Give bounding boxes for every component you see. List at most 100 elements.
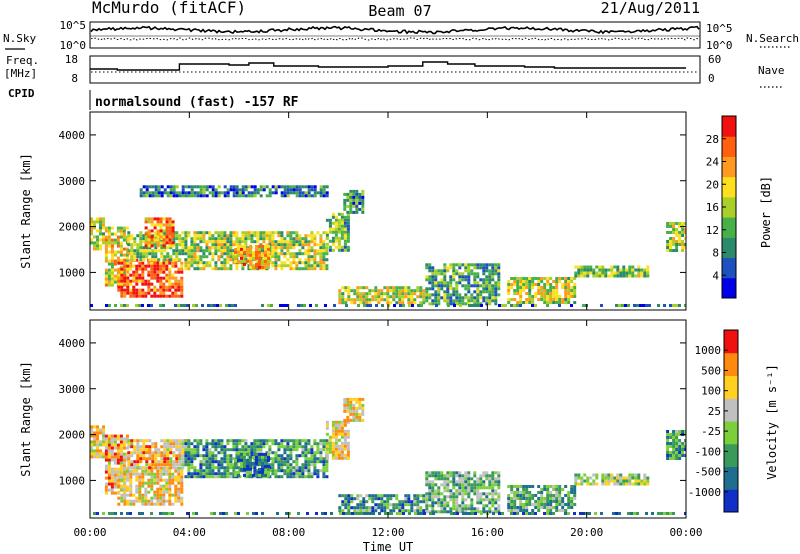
- power-cell-5: [310, 255, 314, 259]
- velocity-cell-2: [150, 469, 154, 473]
- power-cell-near: [231, 304, 234, 307]
- velocity-cell-near: [246, 512, 249, 515]
- velocity-cell-6: [331, 444, 335, 448]
- velocity-cell-near: [633, 512, 636, 515]
- power-cell-5: [214, 267, 218, 271]
- velocity-cell-1: [107, 455, 111, 459]
- velocity-cell-1: [116, 434, 120, 438]
- velocity-cell-4: [310, 451, 314, 455]
- power-cell-2: [150, 294, 154, 298]
- power-cell-10: [455, 290, 459, 294]
- velocity-cell-1: [107, 446, 111, 450]
- power-cell-3: [145, 252, 149, 256]
- power-cell-0: [102, 223, 105, 227]
- velocity-cell-12: [684, 442, 686, 445]
- power-cell-5: [235, 255, 239, 259]
- velocity-cell-4: [322, 469, 326, 473]
- velocity-cell-9: [494, 498, 498, 502]
- velocity-cell-1: [104, 452, 108, 456]
- power-cell-3: [175, 234, 179, 238]
- power-cell-10: [470, 296, 474, 300]
- velocity-cell-9: [461, 492, 465, 496]
- power-cell-5: [226, 246, 230, 250]
- velocity-cell-11: [604, 479, 608, 483]
- power-cell-10: [437, 269, 441, 273]
- velocity-cell-4: [193, 475, 197, 479]
- power-cell-3: [151, 252, 155, 256]
- power-cell-13: [684, 243, 686, 246]
- power-cell-14: [292, 188, 296, 192]
- velocity-cell-4: [184, 463, 188, 467]
- velocity-cell-9: [461, 495, 465, 499]
- power-cell-4: [150, 223, 154, 227]
- velocity-cell-11: [607, 473, 611, 477]
- velocity-cell-3: [127, 445, 131, 449]
- power-cell-9: [389, 295, 393, 299]
- power-cell-4: [159, 229, 163, 233]
- velocity-cell-7: [352, 403, 356, 407]
- velocity-cell-3: [142, 451, 146, 455]
- velocity-cell-5: [237, 455, 240, 459]
- velocity-cell-5: [258, 470, 261, 474]
- velocity-cell-9: [470, 501, 474, 505]
- velocity-cell-1: [125, 437, 129, 441]
- power-cell-5: [298, 267, 302, 271]
- power-cell-4: [162, 235, 166, 239]
- velocity-cell-4: [211, 454, 215, 458]
- power-cell-8: [358, 195, 362, 199]
- velocity-cell-11: [604, 473, 608, 477]
- velocity-cell-1: [110, 473, 114, 477]
- power-cell-4: [150, 238, 154, 242]
- velocity-cell-4: [250, 442, 254, 446]
- power-cell-11: [519, 283, 523, 286]
- power-cell-5: [289, 255, 293, 259]
- velocity-cell-10: [549, 506, 553, 509]
- velocity-cell-9: [443, 504, 447, 508]
- velocity-cell-1: [125, 434, 129, 438]
- power-cell-6: [234, 256, 237, 260]
- velocity-cell-12: [672, 442, 676, 445]
- velocity-cell-3: [181, 463, 185, 467]
- velocity-cell-9: [494, 507, 498, 511]
- power-cell-2: [171, 282, 175, 286]
- power-cell-2: [165, 279, 169, 283]
- velocity-cell-8: [362, 497, 366, 501]
- velocity-cell-near: [126, 512, 129, 515]
- power-cell-2: [165, 258, 169, 262]
- velocity-cell-9: [485, 477, 489, 481]
- power-cell-13: [666, 225, 670, 228]
- velocity-cell-9: [428, 510, 432, 514]
- power-cell-5: [190, 258, 194, 262]
- power-cell-9: [371, 298, 375, 302]
- power-cell-14: [271, 185, 275, 189]
- velocity-cell-9: [482, 507, 486, 511]
- velocity-cell-2: [138, 496, 142, 500]
- velocity-cell-5: [264, 464, 267, 468]
- power-cell-0: [99, 238, 102, 242]
- power-cell-2: [177, 294, 181, 298]
- power-cell-0: [93, 226, 96, 230]
- power-cell-7: [340, 248, 344, 252]
- power-cell-5: [208, 234, 212, 238]
- power-cell-10: [470, 269, 474, 273]
- power-cell-2: [126, 288, 130, 292]
- velocity-cell-5: [240, 452, 243, 456]
- power-cell-5: [292, 261, 296, 265]
- power-cell-13: [672, 222, 676, 225]
- power-cell-13: [672, 225, 676, 228]
- power-cell-6: [264, 256, 267, 260]
- velocity-cell-9: [485, 471, 489, 475]
- power-cell-5: [310, 246, 314, 250]
- velocity-cell-10: [528, 485, 532, 488]
- velocity-cell-4: [199, 466, 203, 470]
- power-cell-2: [129, 264, 133, 268]
- power-cell-10: [497, 278, 501, 282]
- power-cell-3: [136, 249, 140, 253]
- velocity-cell-1: [107, 473, 111, 477]
- power-cell-11: [528, 283, 532, 286]
- power-cell-5: [229, 255, 233, 259]
- velocity-cell-near: [594, 512, 597, 515]
- power-cell-12: [634, 268, 638, 272]
- velocity-cell-4: [310, 475, 314, 479]
- velocity-cell-4: [304, 442, 308, 446]
